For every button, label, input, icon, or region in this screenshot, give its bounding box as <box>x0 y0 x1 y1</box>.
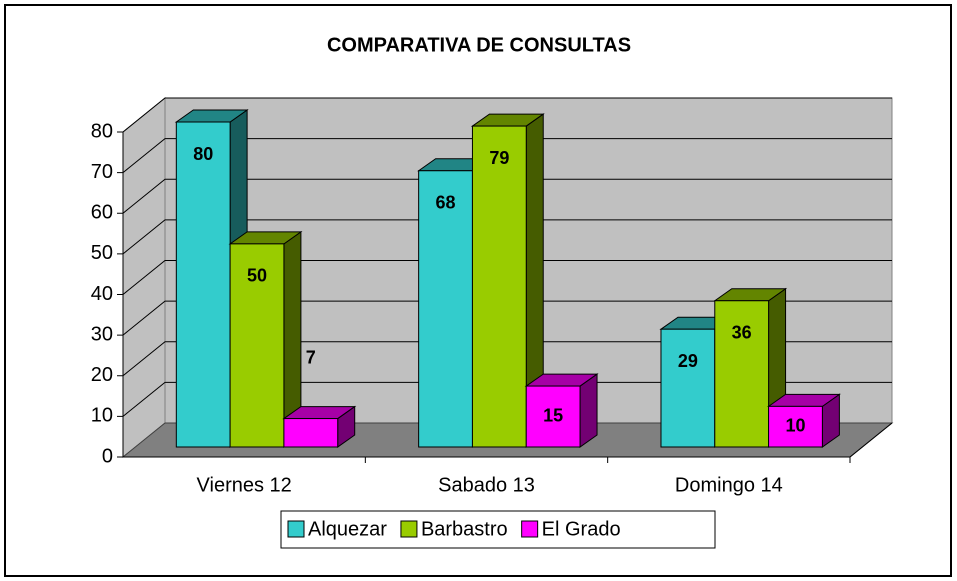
legend-label: Alquezar <box>308 518 387 540</box>
bar <box>471 125 527 448</box>
grid-line <box>122 219 892 255</box>
floor-edge <box>849 422 893 458</box>
bar <box>229 243 285 448</box>
y-tick-label: 80 <box>91 120 113 142</box>
legend-swatch <box>521 520 539 538</box>
y-tick-label: 60 <box>91 202 113 224</box>
bar <box>175 121 231 448</box>
grid-line <box>122 381 892 417</box>
data-label: 79 <box>489 148 509 168</box>
bar <box>283 418 339 448</box>
y-tick-label: 50 <box>91 242 113 264</box>
data-label: 10 <box>785 415 805 435</box>
bar <box>768 405 823 448</box>
legend-swatch <box>287 520 305 538</box>
data-label: 15 <box>543 405 563 425</box>
grid-line <box>122 341 892 377</box>
bar <box>418 170 473 448</box>
grid-line <box>122 97 892 133</box>
bar <box>714 300 770 448</box>
grid-line <box>122 300 892 336</box>
chart-title: COMPARATIVA DE CONSULTAS <box>327 34 631 56</box>
x-tick-label: Sabado 13 <box>438 474 535 496</box>
legend-swatch <box>400 520 418 538</box>
legend-label: Barbastro <box>421 518 508 540</box>
grid-line <box>122 138 892 174</box>
y-tick-label: 0 <box>102 445 113 467</box>
y-tick-label: 10 <box>91 405 113 427</box>
bar <box>525 385 581 448</box>
y-tick-label: 30 <box>91 323 113 345</box>
y-tick-label: 70 <box>91 161 113 183</box>
data-label: 80 <box>193 144 213 164</box>
x-tick-label: Domingo 14 <box>675 474 783 496</box>
bar <box>660 328 716 448</box>
legend-box <box>280 510 716 549</box>
x-tick-label: Viernes 12 <box>197 474 292 496</box>
data-label: 29 <box>678 351 698 371</box>
data-label: 50 <box>247 266 267 286</box>
grid-line <box>122 178 892 214</box>
data-label: 36 <box>732 323 752 343</box>
y-tick-label: 20 <box>91 364 113 386</box>
legend-label: El Grado <box>542 518 621 540</box>
data-label: 68 <box>436 193 456 213</box>
bar-side <box>579 373 598 448</box>
y-tick-label: 40 <box>91 283 113 305</box>
grid-line <box>122 260 892 295</box>
data-label: 7 <box>306 347 316 367</box>
